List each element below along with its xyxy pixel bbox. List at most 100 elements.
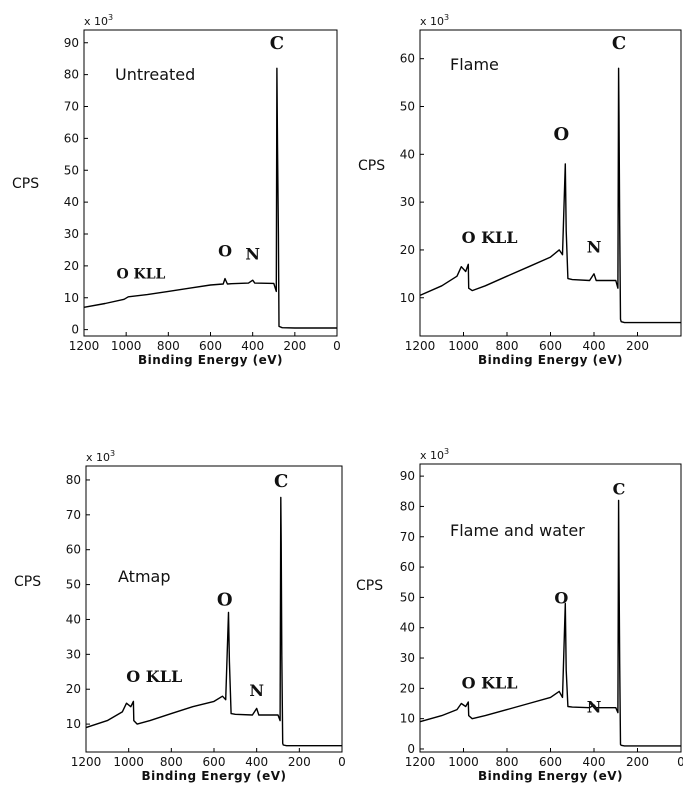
peak-label: N <box>249 681 264 700</box>
x-tick-label: 1000 <box>448 339 479 353</box>
y-tick-label: 50 <box>400 100 415 114</box>
peak-label: C <box>612 33 626 54</box>
y-axis-label: CPS <box>14 574 41 590</box>
y-tick-label: 90 <box>400 469 415 483</box>
y-tick-label: 20 <box>400 243 415 257</box>
y-tick-label: 40 <box>64 195 79 209</box>
x-tick-label: 800 <box>496 339 519 353</box>
x-tick-label: 1200 <box>405 339 436 353</box>
x-axis-label: Binding Energy (eV) <box>478 769 623 783</box>
y-axis-label: CPS <box>12 176 39 192</box>
y-tick-label: 40 <box>66 612 81 626</box>
y-tick-label: 30 <box>400 195 415 209</box>
y-tick-label: 60 <box>400 52 415 66</box>
peak-label: N <box>587 698 602 717</box>
x-tick-label: 200 <box>283 339 306 353</box>
sample-title: Flame <box>450 55 499 74</box>
spectrum-panel-4: x 103 0 10 20 30 40 50 60 70 80 90 1200 1000 800 600 40… <box>356 447 683 783</box>
spectrum-line <box>419 499 681 747</box>
y-tick-label: 30 <box>64 227 79 241</box>
y-tick-label: 10 <box>400 291 415 305</box>
x-tick-label: 200 <box>626 755 649 769</box>
peak-label: O KLL <box>116 267 165 283</box>
y-tick-label: 10 <box>64 291 79 305</box>
y-tick-label: 20 <box>400 681 415 695</box>
peak-label: O KLL <box>462 673 518 692</box>
x-tick-label: 400 <box>241 339 264 353</box>
y-tick-label: 60 <box>66 543 81 557</box>
x-axis-label: Binding Energy (eV) <box>478 353 623 367</box>
y-multiplier-label: x 103 <box>84 13 113 28</box>
peak-label: C <box>613 479 626 498</box>
x-tick-label: 600 <box>539 339 562 353</box>
x-axis-label: Binding Energy (eV) <box>138 353 283 367</box>
x-tick-label: 1000 <box>448 755 479 769</box>
peak-label: O <box>554 588 568 607</box>
x-tick-label: 800 <box>160 755 183 769</box>
y-multiplier-label: x 103 <box>86 449 115 464</box>
x-tick-label: 1200 <box>69 339 100 353</box>
y-tick-label: 60 <box>64 131 79 145</box>
y-tick-label: 10 <box>400 712 415 726</box>
x-tick-label: 400 <box>583 339 606 353</box>
y-tick-label: 30 <box>66 647 81 661</box>
y-tick-label: 0 <box>407 742 415 756</box>
y-tick-label: 70 <box>64 100 79 114</box>
peak-label: O KLL <box>462 228 518 247</box>
x-tick-label: 600 <box>199 339 222 353</box>
peak-label: C <box>270 33 284 54</box>
y-tick-label: 0 <box>71 323 79 337</box>
y-tick-label: 80 <box>66 473 81 487</box>
x-tick-label: 1200 <box>71 755 102 769</box>
plot-frame <box>419 29 682 337</box>
y-tick-label: 80 <box>64 68 79 82</box>
sample-title: Atmap <box>118 567 170 586</box>
peak-label: N <box>245 245 260 264</box>
sample-title: Untreated <box>115 65 195 84</box>
x-axis-label: Binding Energy (eV) <box>141 769 286 783</box>
x-tick-label: 200 <box>626 339 649 353</box>
spectrum-panel-3: x 103 10 20 30 40 50 60 70 80 1200 1000 800 600 400 20… <box>14 449 346 783</box>
x-tick-label: 0 <box>677 755 683 769</box>
y-multiplier-label: x 103 <box>420 13 449 28</box>
x-tick-label: 400 <box>245 755 268 769</box>
y-axis-label: CPS <box>356 578 383 594</box>
x-tick-label: 800 <box>157 339 180 353</box>
y-tick-label: 10 <box>66 717 81 731</box>
y-tick-label: 30 <box>400 651 415 665</box>
y-tick-label: 50 <box>66 578 81 592</box>
y-tick-label: 40 <box>400 147 415 161</box>
spectrum-line <box>83 67 337 329</box>
x-tick-label: 1200 <box>405 755 436 769</box>
y-tick-label: 60 <box>400 560 415 574</box>
x-tick-label: 400 <box>583 755 606 769</box>
y-tick-label: 20 <box>64 259 79 273</box>
peak-label: O KLL <box>126 667 182 686</box>
peak-label: O <box>218 241 232 260</box>
peak-label: C <box>274 471 288 492</box>
y-multiplier-label: x 103 <box>420 447 449 462</box>
peak-label: N <box>587 237 602 256</box>
spectrum-panel-2: x 103 10 20 30 40 50 60 1200 1000 800 600 400 200Bin… <box>358 13 682 367</box>
y-tick-label: 90 <box>64 36 79 50</box>
spectrum-line <box>85 496 342 747</box>
x-tick-label: 600 <box>203 755 226 769</box>
x-tick-label: 0 <box>338 755 346 769</box>
y-tick-label: 50 <box>400 590 415 604</box>
y-tick-label: 20 <box>66 682 81 696</box>
y-tick-label: 50 <box>64 163 79 177</box>
peak-label: O <box>217 590 233 611</box>
plot-frame <box>419 463 682 753</box>
x-tick-label: 200 <box>288 755 311 769</box>
x-tick-label: 800 <box>496 755 519 769</box>
y-tick-label: 40 <box>400 621 415 635</box>
y-tick-label: 70 <box>66 508 81 522</box>
sample-title: Flame and water <box>450 521 585 540</box>
peak-label: O <box>554 124 570 145</box>
y-tick-label: 70 <box>400 530 415 544</box>
x-tick-label: 1000 <box>113 755 144 769</box>
y-tick-label: 80 <box>400 499 415 513</box>
x-tick-label: 600 <box>539 755 562 769</box>
x-tick-label: 0 <box>333 339 341 353</box>
